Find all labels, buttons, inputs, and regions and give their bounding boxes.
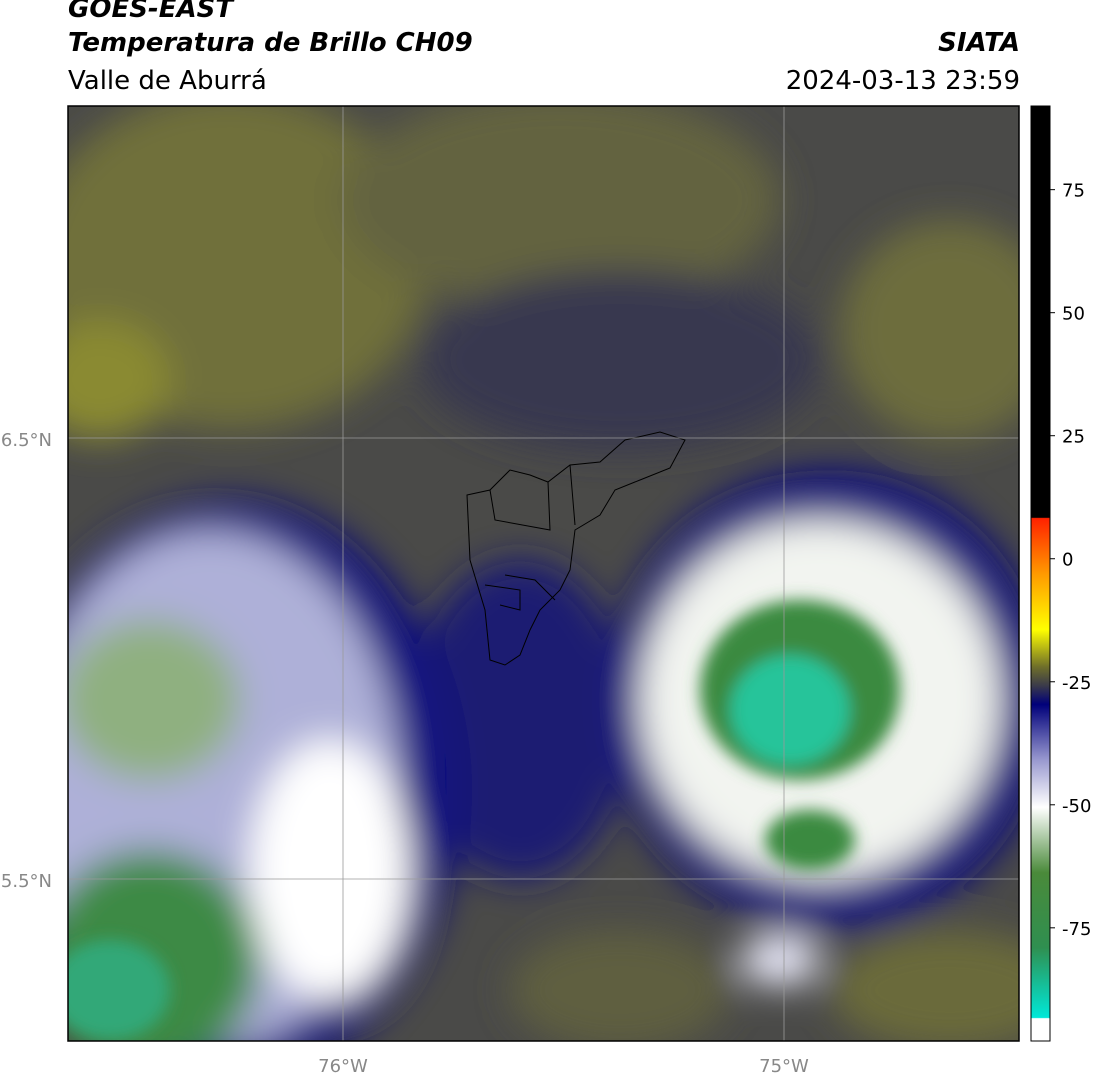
colorbar-tick-label: 25: [1062, 427, 1085, 448]
title: GOES-EAST: [68, 0, 234, 24]
colorbar-axis: 75 50 25 0 -25 -50 -75: [1050, 181, 1091, 940]
subtitle: Temperatura de Brillo CH09: [68, 28, 473, 58]
lon-label: 75°W: [759, 1056, 809, 1077]
datetime: 2024-03-13 23:59: [785, 66, 1020, 96]
colorbar-tick-label: -50: [1062, 796, 1091, 817]
colorbar-tick-label: 50: [1062, 304, 1085, 325]
lat-label: 5.5°N: [1, 871, 52, 892]
map-frame: [67, 105, 1020, 1042]
satellite-image: [68, 106, 1019, 1041]
lon-label: 76°W: [318, 1056, 368, 1077]
lat-label: 6.5°N: [1, 430, 52, 451]
region: Valle de Aburrá: [68, 66, 267, 96]
colorbar-tick-label: 75: [1062, 181, 1085, 202]
valley-boundary: [466, 431, 686, 666]
colorbar-tick-label: -25: [1062, 673, 1091, 694]
agency: SIATA: [938, 28, 1020, 58]
colorbar-tick-label: -75: [1062, 919, 1091, 940]
colorbar-tick-label: 0: [1062, 550, 1073, 571]
colorbar: [1030, 105, 1051, 1042]
graticule: [68, 106, 1019, 1041]
